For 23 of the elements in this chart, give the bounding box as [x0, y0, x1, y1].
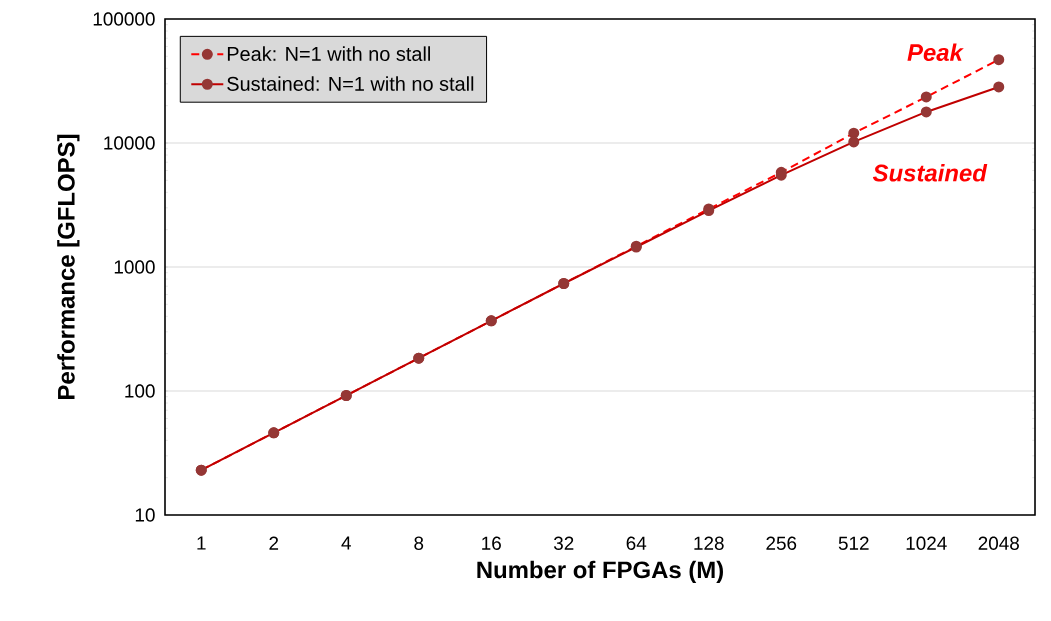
y-tick-label: 100000 — [93, 12, 155, 26]
x-tick-label: 2 — [269, 536, 279, 550]
x-tick-label: 256 — [766, 536, 797, 550]
legend-label: Sustained: N=1 with no stall — [227, 76, 474, 91]
y-tick-label: 10000 — [104, 136, 155, 150]
x-tick-label: 1024 — [906, 536, 947, 550]
annotation: Sustained — [872, 163, 988, 182]
annotation: Peak — [907, 43, 964, 62]
x-tick-label: 32 — [553, 536, 574, 550]
x-tick-label: 8 — [414, 536, 424, 550]
x-axis-title: Number of FPGAs (M) — [477, 560, 723, 584]
x-tick-label: 512 — [838, 536, 869, 550]
y-tick-label: 10 — [135, 508, 155, 522]
x-tick-label: 1 — [197, 536, 206, 550]
x-tick-label: 16 — [482, 536, 501, 550]
x-tick-label: 2048 — [978, 536, 1019, 550]
x-tick-label: 4 — [341, 536, 351, 550]
y-axis-title: Performance [GFLOPS] — [57, 134, 80, 399]
y-tick-label: 1000 — [114, 260, 155, 274]
y-tick-label: 100 — [125, 384, 155, 398]
x-tick-label: 128 — [694, 536, 724, 550]
x-tick-label: 64 — [626, 536, 647, 550]
legend-label: Peak: N=1 with no stall — [227, 46, 430, 61]
